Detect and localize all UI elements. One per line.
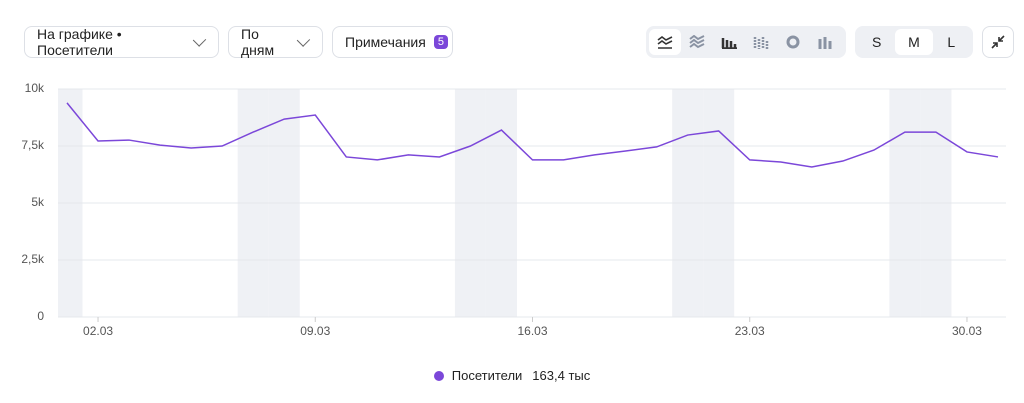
- x-tick-label: 02.03: [83, 324, 113, 338]
- weekend-band: [268, 89, 300, 317]
- notes-button[interactable]: Примечания 5: [332, 26, 453, 58]
- legend-total: 163,4 тыс: [532, 368, 591, 383]
- notes-count: 5: [433, 35, 448, 49]
- line-chart-button[interactable]: [649, 29, 681, 55]
- metric-select[interactable]: На графике • Посетители: [24, 26, 219, 58]
- stacked-chart-button[interactable]: [745, 29, 777, 55]
- legend: Посетители 163,4 тыс: [0, 368, 1024, 383]
- weekend-band: [889, 89, 921, 317]
- x-tick-label: 09.03: [300, 324, 330, 338]
- y-tick-label: 2,5k: [21, 252, 45, 266]
- period-select-label: По дням: [241, 26, 275, 58]
- size-button[interactable]: L: [947, 34, 956, 50]
- weekend-band: [672, 89, 704, 317]
- notes-label: Примечания: [345, 34, 426, 50]
- area-chart-button[interactable]: [681, 29, 713, 55]
- pie-chart-button[interactable]: [777, 29, 809, 55]
- column-chart-button[interactable]: [809, 29, 841, 55]
- weekend-band: [703, 89, 735, 317]
- metric-select-label: На графике • Посетители: [37, 26, 122, 58]
- weekend-band: [58, 89, 83, 317]
- weekend-band: [454, 89, 486, 317]
- collapse-button[interactable]: [982, 26, 1014, 58]
- legend-marker: [433, 370, 444, 381]
- chart-type-switch: [646, 26, 846, 58]
- y-tick-label: 5k: [31, 195, 45, 209]
- y-tick-label: 0: [37, 309, 44, 323]
- weekend-band: [237, 89, 269, 317]
- size-button[interactable]: M: [895, 29, 933, 55]
- size-button[interactable]: S: [871, 34, 882, 50]
- x-tick-label: 16.03: [517, 324, 547, 338]
- x-tick-label: 30.03: [952, 324, 982, 338]
- bar-chart-button[interactable]: [713, 29, 745, 55]
- x-tick-label: 23.03: [735, 324, 765, 338]
- weekend-band: [920, 89, 952, 317]
- weekend-band: [485, 89, 517, 317]
- period-select[interactable]: По дням: [228, 26, 323, 58]
- legend-label: Посетители: [451, 368, 523, 383]
- series-line: [66, 102, 999, 168]
- y-tick-label: 7,5k: [21, 138, 45, 152]
- y-tick-label: 10k: [25, 81, 45, 95]
